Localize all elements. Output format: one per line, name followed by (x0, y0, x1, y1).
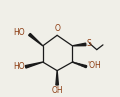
Text: O: O (54, 24, 60, 33)
Polygon shape (29, 33, 43, 46)
Polygon shape (56, 71, 58, 85)
Text: S: S (86, 39, 91, 48)
Polygon shape (25, 62, 43, 68)
Text: 'OH: 'OH (88, 61, 101, 70)
Text: HO: HO (13, 28, 25, 37)
Polygon shape (78, 64, 81, 65)
Text: OH: OH (51, 86, 63, 95)
Polygon shape (72, 43, 86, 46)
Polygon shape (81, 64, 84, 66)
Polygon shape (73, 62, 75, 63)
Text: HO: HO (13, 62, 25, 71)
Polygon shape (75, 63, 78, 64)
Polygon shape (84, 65, 87, 68)
